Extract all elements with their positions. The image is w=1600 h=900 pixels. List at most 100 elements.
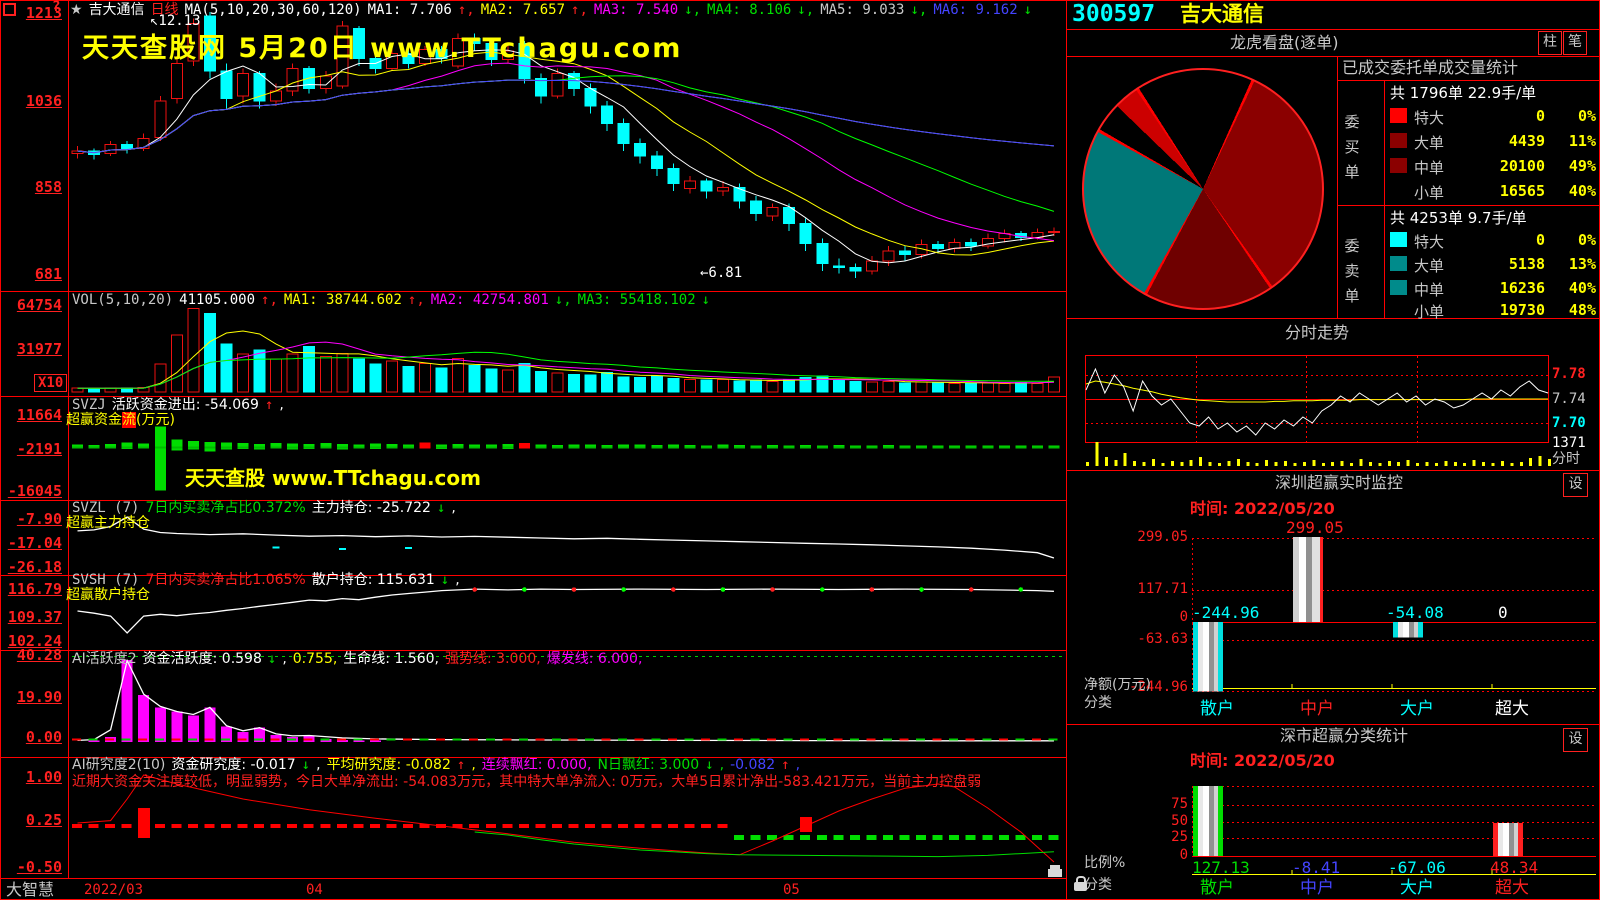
ai2-nday: N日飘红: 3.000: [597, 757, 700, 773]
sell-row1-pct: 13%: [1568, 255, 1596, 273]
ai2-extra: -0.082: [730, 757, 776, 773]
monitor-val-zhonghu: 299.05: [1286, 518, 1344, 537]
ma-config-label: MA(5,10,20,30,60,120): [184, 2, 362, 18]
svzl-subtitle: 超赢主力持仓: [66, 515, 150, 531]
szstats-val-chaoda: 48.34: [1490, 858, 1539, 877]
main-chart-header: ★ 吉大通信 日线 MA(5,10,20,30,60,120) MA1: 7.7…: [70, 2, 1033, 18]
period-label[interactable]: 日线: [150, 2, 179, 18]
sell-row0-value: 0: [1535, 231, 1545, 249]
watermark-main: 天天查股网 5月20日 www.TTchagu.com: [82, 33, 683, 64]
vol-ma3: MA3: 55418.102: [577, 292, 696, 308]
vol-header: VOL(5,10,20) 41105.000 ↑, MA1: 38744.602 ↑…: [72, 292, 711, 308]
svzj-y-label-3: -16045: [7, 482, 62, 500]
bar-mode-button[interactable]: 柱: [1538, 31, 1562, 55]
print-icon[interactable]: [1048, 865, 1062, 877]
ai2-comma4: ,: [719, 757, 725, 773]
sell-row3-pct: 48%: [1568, 301, 1596, 319]
szstats-settings-button[interactable]: 设: [1563, 728, 1588, 752]
fenshi-axis-label: 分时: [1552, 451, 1580, 467]
ma4-arrow: ↓,: [797, 2, 815, 18]
szstats-axis1: 比例%: [1084, 855, 1126, 871]
high-annotation: ↖12.13: [150, 13, 201, 29]
ai2-avg-research: 平均研究度: -0.082: [326, 757, 451, 773]
monitor-cat-chaoda: 超大: [1495, 699, 1529, 719]
svzl-y-label-1: -7.90: [16, 510, 62, 528]
buy-row2-value: 20100: [1499, 157, 1545, 175]
sell-row1-swatch: [1390, 256, 1407, 271]
vol-scale-badge: X10: [34, 374, 68, 392]
vol-ma2-arrow: ↓,: [554, 292, 572, 308]
ma6-value: MA6: 9.162: [933, 2, 1018, 18]
ma5-arrow: ↓,: [910, 2, 928, 18]
svsh-arrow: ↓: [440, 572, 450, 588]
fenshi-price-mid: 7.74: [1552, 391, 1586, 407]
ai1-header: AI活跃度2 资金活跃度: 0.598 ↓, 0.755, 生命线: 1.560,…: [72, 651, 642, 667]
ma6-arrow: ↓: [1023, 2, 1033, 18]
sell-side-label: 委卖单: [1344, 237, 1360, 305]
sell-row1-label: 大单: [1414, 257, 1445, 275]
buy-row0-swatch: [1390, 108, 1407, 123]
svsh-subtitle: 超赢散户持仓: [66, 587, 150, 603]
svzj-arrow: ↑: [264, 397, 274, 413]
monitor-val-chaoda: 0: [1498, 603, 1508, 622]
ai1-comma: ,: [282, 651, 287, 667]
monitor-settings-button[interactable]: 设: [1563, 473, 1588, 497]
monitor-y1: 299.05: [1137, 529, 1188, 545]
ai2-arrow5: ↑: [781, 757, 790, 773]
app-brand: 大智慧: [6, 880, 55, 899]
ma2-value: MA2: 7.657: [480, 2, 566, 18]
pen-mode-button[interactable]: 笔: [1563, 31, 1587, 55]
vol-ma3-arrow: ↓: [701, 292, 711, 308]
lock-icon[interactable]: [1074, 876, 1087, 891]
vol-arrow: ↑,: [261, 292, 278, 308]
monitor-axis1: 净额(万元): [1084, 677, 1151, 693]
ai2-comma2: ,: [471, 757, 476, 773]
buy-total: 共 1796单 22.9手/单: [1390, 84, 1537, 102]
vol-y-label-2: 31977: [16, 340, 62, 358]
svsh-y-label-3: 102.24: [7, 632, 62, 650]
szstats-cat-dahu: 大户: [1400, 878, 1434, 898]
svzj-sub2: (万元): [136, 412, 175, 428]
szstats-y4: 0: [1179, 847, 1188, 863]
ai1-activity: 资金活跃度: 0.598: [142, 651, 262, 667]
monitor-val-sanhu: -244.96: [1192, 603, 1260, 622]
app-corner-icon: [3, 3, 16, 16]
buy-row2-label: 中单: [1414, 159, 1445, 177]
svzj-y-label-2: -2191: [16, 440, 62, 458]
szstats-val-dahu: -67.06: [1388, 858, 1446, 877]
date-label-may[interactable]: 05: [783, 882, 800, 898]
stock-title[interactable]: 吉大通信: [88, 2, 145, 18]
buy-row1-pct: 11%: [1568, 132, 1596, 150]
vol-y-label-1: 64754: [16, 296, 62, 314]
buy-row2-swatch: [1390, 158, 1407, 173]
szstats-val-zhonghu: -8.41: [1292, 858, 1341, 877]
sell-row2-pct: 40%: [1568, 279, 1596, 297]
sell-row0-label: 特大: [1414, 233, 1445, 251]
longhu-title: 龙虎看盘(逐单): [1230, 33, 1339, 52]
svzj-sub-highlight: 流: [122, 412, 136, 428]
monitor-cat-sanhu: 散户: [1200, 699, 1234, 719]
ai2-y-label-2: 0.25: [25, 811, 62, 829]
monitor-y4: -63.63: [1137, 631, 1188, 647]
sell-row2-label: 中单: [1414, 281, 1445, 299]
buy-row1-label: 大单: [1414, 134, 1445, 152]
fenshi-price-low: 7.70: [1552, 415, 1586, 431]
buy-row1-value: 4439: [1508, 132, 1545, 150]
monitor-time: 时间: 2022/05/20: [1190, 499, 1335, 518]
monitor-val-dahu: -54.08: [1386, 603, 1444, 622]
vol-ma2: MA2: 42754.801: [430, 292, 549, 308]
ai2-y-label-3: -0.50: [16, 858, 62, 876]
szstats-cat-zhonghu: 中户: [1300, 878, 1334, 898]
ai1-y-label-3: 0.00: [25, 728, 62, 746]
fenshi-title: 分时走势: [1285, 323, 1350, 342]
date-label-april[interactable]: 04: [306, 882, 323, 898]
svsh-y-label-2: 109.37: [7, 608, 62, 626]
svzj-value: 活跃资金进出: -54.069: [111, 397, 259, 413]
svzj-sub1: 超赢资金: [66, 412, 122, 428]
ma5-value: MA5: 9.033: [820, 2, 905, 18]
szstats-cat-sanhu: 散户: [1200, 878, 1234, 898]
ma3-arrow: ↓,: [684, 2, 702, 18]
buy-row0-value: 0: [1535, 107, 1545, 125]
date-label-march[interactable]: 2022/03: [84, 882, 144, 898]
